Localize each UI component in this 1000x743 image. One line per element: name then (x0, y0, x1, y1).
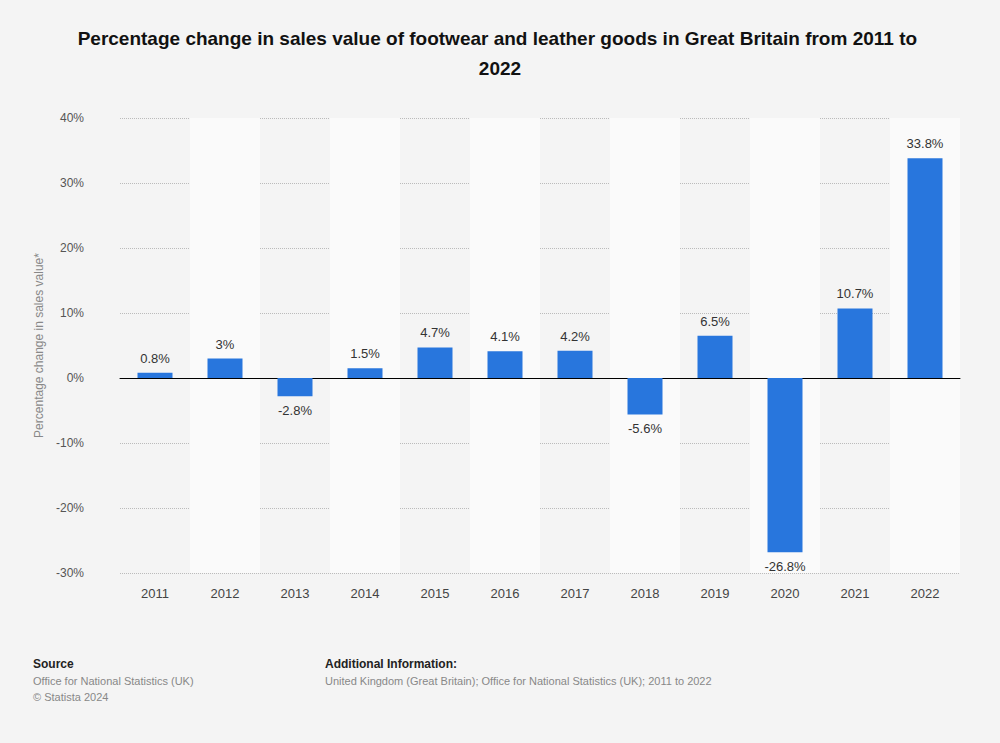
svg-text:2018: 2018 (631, 586, 660, 601)
svg-text:40%: 40% (60, 111, 84, 125)
svg-text:-26.8%: -26.8% (764, 559, 806, 574)
svg-text:Office for National Statistics: Office for National Statistics (UK) (33, 675, 194, 687)
svg-text:10.7%: 10.7% (837, 286, 874, 301)
svg-text:Additional Information:: Additional Information: (325, 657, 457, 671)
svg-text:4.7%: 4.7% (420, 325, 450, 340)
svg-text:2020: 2020 (771, 586, 800, 601)
svg-text:2022: 2022 (479, 58, 521, 79)
svg-text:© Statista 2024: © Statista 2024 (33, 691, 108, 703)
svg-text:2011: 2011 (141, 586, 169, 601)
svg-text:United Kingdom (Great Britain): United Kingdom (Great Britain); Office f… (325, 675, 712, 687)
svg-text:2013: 2013 (281, 586, 310, 601)
svg-text:Source: Source (33, 657, 74, 671)
svg-text:6.5%: 6.5% (700, 314, 730, 329)
svg-text:-20%: -20% (56, 501, 84, 515)
svg-text:-30%: -30% (56, 566, 84, 580)
svg-text:3%: 3% (216, 337, 235, 352)
svg-text:2015: 2015 (421, 586, 450, 601)
svg-text:2012: 2012 (211, 586, 240, 601)
svg-text:-2.8%: -2.8% (278, 403, 312, 418)
svg-text:2022: 2022 (911, 586, 940, 601)
svg-text:2019: 2019 (701, 586, 730, 601)
svg-text:10%: 10% (60, 306, 84, 320)
svg-text:2014: 2014 (351, 586, 380, 601)
svg-text:Percentage change in sales val: Percentage change in sales value* (32, 253, 46, 438)
svg-text:20%: 20% (60, 241, 84, 255)
svg-text:4.1%: 4.1% (490, 329, 520, 344)
svg-text:2016: 2016 (491, 586, 520, 601)
svg-text:-10%: -10% (56, 436, 84, 450)
svg-text:2017: 2017 (561, 586, 590, 601)
svg-text:4.2%: 4.2% (560, 329, 590, 344)
svg-text:Percentage change in sales val: Percentage change in sales value of foot… (78, 28, 923, 49)
svg-text:1.5%: 1.5% (350, 346, 380, 361)
svg-text:33.8%: 33.8% (907, 136, 944, 151)
svg-text:-5.6%: -5.6% (628, 421, 662, 436)
svg-text:0.8%: 0.8% (140, 351, 170, 366)
svg-text:30%: 30% (60, 176, 84, 190)
svg-text:0%: 0% (67, 371, 85, 385)
svg-text:2021: 2021 (841, 586, 870, 601)
